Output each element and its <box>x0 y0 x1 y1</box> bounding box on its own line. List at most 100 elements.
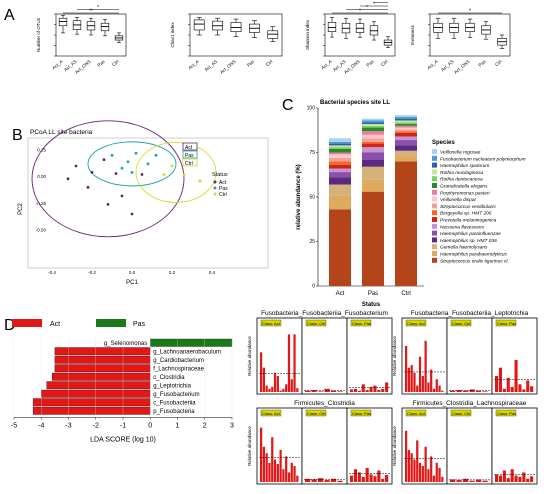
legend-marker <box>213 186 217 190</box>
facet-label: Class: Pas <box>497 321 516 326</box>
abundance-bar <box>279 450 282 482</box>
legend-label: Granulicatella elegans <box>440 184 488 190</box>
ellipse-Act <box>31 120 185 238</box>
lda-bar-label: g_Lachnoanaerobaculum <box>153 350 221 356</box>
abundance-bar <box>416 385 419 392</box>
abundance-bar <box>432 475 436 482</box>
abundance-bar <box>285 384 288 392</box>
abundance-bar <box>502 470 506 482</box>
point-Pas <box>154 153 158 157</box>
facet-label: Class: Act <box>407 411 426 416</box>
abundance-bar <box>331 478 337 482</box>
abundance-bar <box>262 446 266 482</box>
x-tick-label: Ctrl <box>401 291 410 297</box>
abundance-bar <box>271 386 274 392</box>
facet-label: Class: Act <box>262 321 281 326</box>
abundance-bar <box>430 369 433 392</box>
abundance-bar <box>418 462 422 482</box>
abundance-bar <box>476 479 482 482</box>
bar-segment-Ctrl <box>395 132 417 137</box>
lda-bar-g_Leptotrichia <box>46 381 151 390</box>
x-tick-label: Act_ONS <box>453 59 471 75</box>
abundance-bar <box>435 379 438 392</box>
bar-segment-Pas <box>362 166 384 180</box>
facet-label: Class: Pas <box>352 321 371 326</box>
legend-swatch <box>432 176 437 182</box>
abundance-bar <box>441 476 444 482</box>
y-tick-label: 100 <box>307 106 316 112</box>
bar-segment-Pas <box>362 147 384 153</box>
y-axis-label: Evenness <box>410 24 415 45</box>
bar-segment-Ctrl <box>395 161 417 286</box>
legend-label: Act <box>219 180 227 186</box>
abundance-bar <box>350 389 354 392</box>
lda-bar-label: g_Leptotrichia <box>153 384 191 390</box>
legend-swatch <box>432 155 437 161</box>
abundance-bar <box>463 390 469 392</box>
abundance-bar <box>381 478 385 482</box>
bar-segment-Act <box>329 147 351 149</box>
legend-swatch <box>432 196 437 202</box>
bar-segment-Act <box>329 148 351 153</box>
facet-label: Class: Ctrl <box>307 411 326 416</box>
legend-label: Veillonella rogosae <box>440 150 481 156</box>
abundance-bar <box>350 475 354 482</box>
x-tick-label: -5 <box>11 423 17 430</box>
y-axis-label: Relative abundance <box>247 426 252 466</box>
abundance-bar <box>495 376 499 392</box>
point-Act <box>140 173 144 176</box>
bar-segment-Act <box>329 143 351 146</box>
abundance-bar <box>435 462 438 482</box>
x-tick-label: Ctrl <box>380 59 389 67</box>
group-tag-box <box>182 150 198 159</box>
group-tag-label: Act <box>185 145 193 151</box>
abundance-bar <box>365 467 369 482</box>
legend-swatch-pas <box>96 319 126 327</box>
abundance-bar <box>522 472 526 482</box>
x-tick-label: Ctrl <box>494 59 503 67</box>
lda-bar-label: c_Clostridia <box>153 375 185 381</box>
point-Act <box>120 194 124 198</box>
facet-strip <box>260 319 282 327</box>
facet-strip <box>450 409 472 417</box>
abundance-bar <box>361 384 365 392</box>
legend-label: Gemella haemolysans <box>440 245 488 251</box>
bar-segment-Pas <box>362 191 384 286</box>
x-tick-label: Act_AS <box>204 59 219 72</box>
legend-swatch-act <box>12 319 42 327</box>
legend-swatch <box>432 244 437 250</box>
facet-frame <box>346 407 393 485</box>
box-Act_A <box>193 19 205 31</box>
abundance-bar <box>287 472 291 482</box>
abundance-bar <box>377 470 381 482</box>
point-Act <box>102 158 106 162</box>
abundance-bar <box>260 352 263 392</box>
abundance-bar <box>282 469 285 482</box>
y-tick-label: 25 <box>309 239 315 245</box>
abundance-bar <box>526 380 530 392</box>
lda-bar-g_Lachnoanaerobaculum <box>54 347 151 356</box>
abundance-bar <box>514 360 518 392</box>
abundance-bar <box>290 462 293 482</box>
abundance-bar <box>381 388 385 392</box>
x-tick-label: Pas <box>96 58 106 67</box>
abundance-bar <box>337 391 343 392</box>
legend-title: Species <box>432 140 455 146</box>
abundance-bar <box>273 372 277 392</box>
facet-frame <box>446 317 493 395</box>
abundance-bar <box>430 456 433 482</box>
point-Pas <box>126 160 130 164</box>
abundance-bar <box>293 466 296 482</box>
legend-label: Fusobacterium nucleatum polymorphum <box>440 156 526 162</box>
bar-segment-Act <box>329 184 351 196</box>
abundance-bar <box>498 475 503 482</box>
abundance-bar <box>530 386 534 392</box>
lda-bar-label: g_Cardiobacterium <box>153 358 204 364</box>
abundance-bar <box>385 474 389 482</box>
abundance-bar <box>290 379 293 392</box>
abundance-bar <box>407 450 411 482</box>
legend-label: Veillonella dispar <box>440 197 476 203</box>
bar-segment-Act <box>329 157 351 162</box>
x-axis-label: LDA SCORE (log 10) <box>90 437 156 444</box>
abundance-bar <box>410 365 413 392</box>
